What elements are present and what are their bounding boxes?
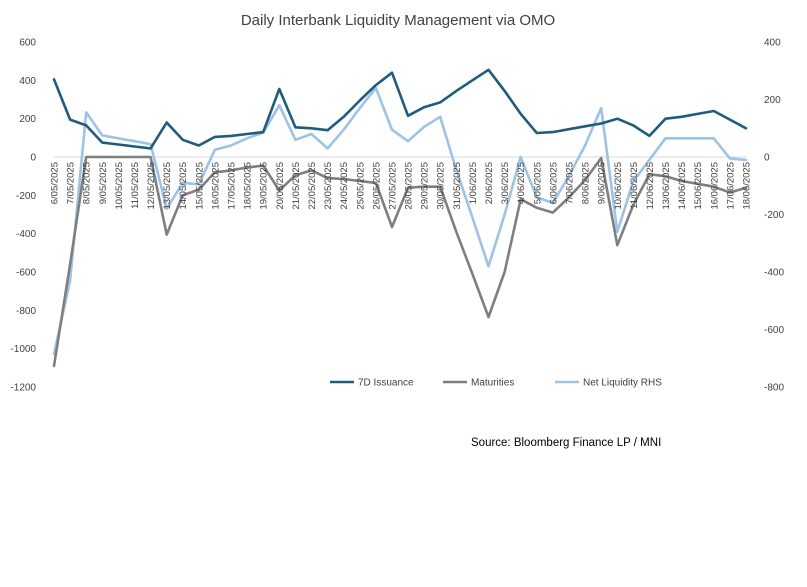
right-tick-label: -600	[764, 325, 784, 336]
x-tick-label: 30/05/2025	[436, 162, 447, 210]
x-tick-label: 20/05/2025	[275, 162, 286, 210]
right-tick-label: 200	[764, 95, 781, 106]
x-tick-label: 3/06/2025	[500, 162, 511, 204]
x-tick-label: 8/05/2025	[82, 162, 93, 204]
left-tick-label: 600	[19, 38, 36, 49]
x-tick-label: 31/05/2025	[452, 162, 463, 210]
x-tick-label: 29/05/2025	[420, 162, 431, 210]
x-tick-label: 17/05/2025	[227, 162, 238, 210]
x-tick-label: 6/05/2025	[50, 162, 61, 204]
x-tick-label: 14/06/2025	[677, 162, 688, 210]
x-tick-label: 17/06/2025	[725, 162, 736, 210]
left-tick-label: 0	[30, 153, 36, 164]
x-tick-label: 21/05/2025	[291, 162, 302, 210]
x-tick-label: 19/05/2025	[259, 162, 270, 210]
left-tick-label: -400	[16, 229, 36, 240]
x-tick-label: 24/05/2025	[339, 162, 350, 210]
legend-label-7d-issuance: 7D Issuance	[358, 378, 414, 389]
left-tick-label: -200	[16, 191, 36, 202]
left-y-axis: 600 400 200 0 -200 -400 -600 -800 -1000 -1200	[10, 38, 36, 394]
x-tick-label: 14/05/2025	[178, 162, 189, 210]
x-tick-label: 11/06/2025	[629, 162, 640, 209]
series-line-7d-issuance	[52, 68, 748, 150]
x-tick-label: 1/06/2025	[468, 162, 479, 204]
right-tick-label: -200	[764, 210, 784, 221]
x-tick-label: 25/05/2025	[355, 162, 366, 210]
series-lines	[52, 68, 748, 368]
legend: 7D Issuance Maturities Net Liquidity RHS	[330, 378, 662, 389]
chart-title: Daily Interbank Liquidity Management via…	[241, 12, 555, 29]
x-tick-label: 10/05/2025	[114, 162, 125, 210]
x-tick-label: 5/06/2025	[532, 162, 543, 204]
x-tick-label: 22/05/2025	[307, 162, 318, 210]
x-axis: 6/05/2025 7/05/2025 8/05/2025 9/05/2025 10/0…	[50, 162, 753, 210]
x-tick-label: 11/05/2025	[130, 162, 141, 209]
left-tick-label: 400	[19, 76, 36, 87]
right-y-axis: 400 200 0 -200 -400 -600 -800	[764, 38, 784, 394]
x-tick-label: 15/06/2025	[693, 162, 704, 210]
x-tick-label: 10/06/2025	[613, 162, 624, 210]
x-tick-label: 7/06/2025	[565, 162, 576, 204]
left-tick-label: -600	[16, 268, 36, 279]
left-tick-label: -1000	[10, 344, 36, 355]
x-tick-label: 18/05/2025	[243, 162, 254, 210]
x-tick-label: 7/05/2025	[66, 162, 77, 204]
x-tick-label: 12/05/2025	[146, 162, 157, 210]
left-tick-label: -800	[16, 306, 36, 317]
right-tick-label: -800	[764, 383, 784, 394]
right-tick-label: -400	[764, 268, 784, 279]
series-line-maturities	[52, 155, 748, 368]
x-tick-label: 27/05/2025	[388, 162, 399, 210]
x-tick-label: 16/06/2025	[709, 162, 720, 210]
x-tick-label: 16/05/2025	[210, 162, 221, 210]
x-tick-label: 2/06/2025	[484, 162, 495, 204]
x-tick-label: 12/06/2025	[645, 162, 656, 210]
x-tick-label: 28/05/2025	[404, 162, 415, 210]
x-tick-label: 6/06/2025	[548, 162, 559, 204]
x-tick-label: 26/05/2025	[371, 162, 382, 210]
x-tick-label: 23/05/2025	[323, 162, 334, 210]
x-tick-label: 15/05/2025	[194, 162, 205, 210]
legend-label-net-liquidity-rhs: Net Liquidity RHS	[583, 378, 662, 389]
legend-label-maturities: Maturities	[471, 378, 514, 389]
left-tick-label: 200	[19, 114, 36, 125]
x-tick-label: 18/06/2025	[742, 162, 753, 210]
x-tick-label: 4/06/2025	[516, 162, 527, 204]
x-tick-label: 9/06/2025	[597, 162, 608, 204]
x-tick-label: 13/06/2025	[661, 162, 672, 210]
source-note: Source: Bloomberg Finance LP / MNI	[471, 437, 661, 449]
x-tick-label: 9/05/2025	[98, 162, 109, 204]
x-tick-label: 13/05/2025	[162, 162, 173, 210]
right-tick-label: 0	[764, 153, 770, 164]
series-line-net-liquidity-rhs	[52, 86, 748, 356]
x-tick-label: 8/06/2025	[581, 162, 592, 204]
right-tick-label: 400	[764, 38, 781, 49]
left-tick-label: -1200	[10, 383, 36, 394]
